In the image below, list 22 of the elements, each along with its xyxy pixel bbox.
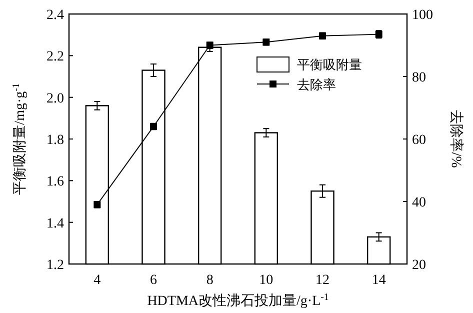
y-tick-label: 1.6 — [46, 174, 64, 190]
x-axis-title: HDTMA改性沸石投加量/g·L$^{-1}$ — [147, 292, 329, 309]
y2-tick-label: 80 — [412, 70, 426, 86]
x-tick-label: 14 — [372, 273, 386, 288]
legend-label: 平衡吸附量 — [297, 57, 362, 72]
y-tick-label: 2.0 — [46, 91, 64, 106]
y2-tick-label: 60 — [412, 133, 426, 148]
x-tick-label: 8 — [206, 273, 214, 288]
y2-tick-label: 20 — [412, 258, 426, 273]
y-tick-label: 1.8 — [46, 133, 64, 148]
y2-tick-label: 100 — [412, 8, 433, 23]
y2-tick-label: 40 — [412, 196, 426, 210]
x-tick-label: 10 — [259, 273, 274, 288]
y-tick-label: 1.4 — [46, 216, 64, 232]
x-tick-label: 4 — [94, 273, 101, 288]
legend-label: 去除率 — [297, 77, 336, 92]
y2-axis-title: 去除率/% — [448, 110, 464, 168]
y-tick-label: 2.2 — [46, 50, 64, 65]
x-tick-label: 12 — [316, 273, 330, 288]
x-tick-label: 6 — [150, 273, 157, 288]
y-tick-label: 1.2 — [46, 258, 64, 273]
y-tick-label: 2.4 — [46, 8, 64, 23]
